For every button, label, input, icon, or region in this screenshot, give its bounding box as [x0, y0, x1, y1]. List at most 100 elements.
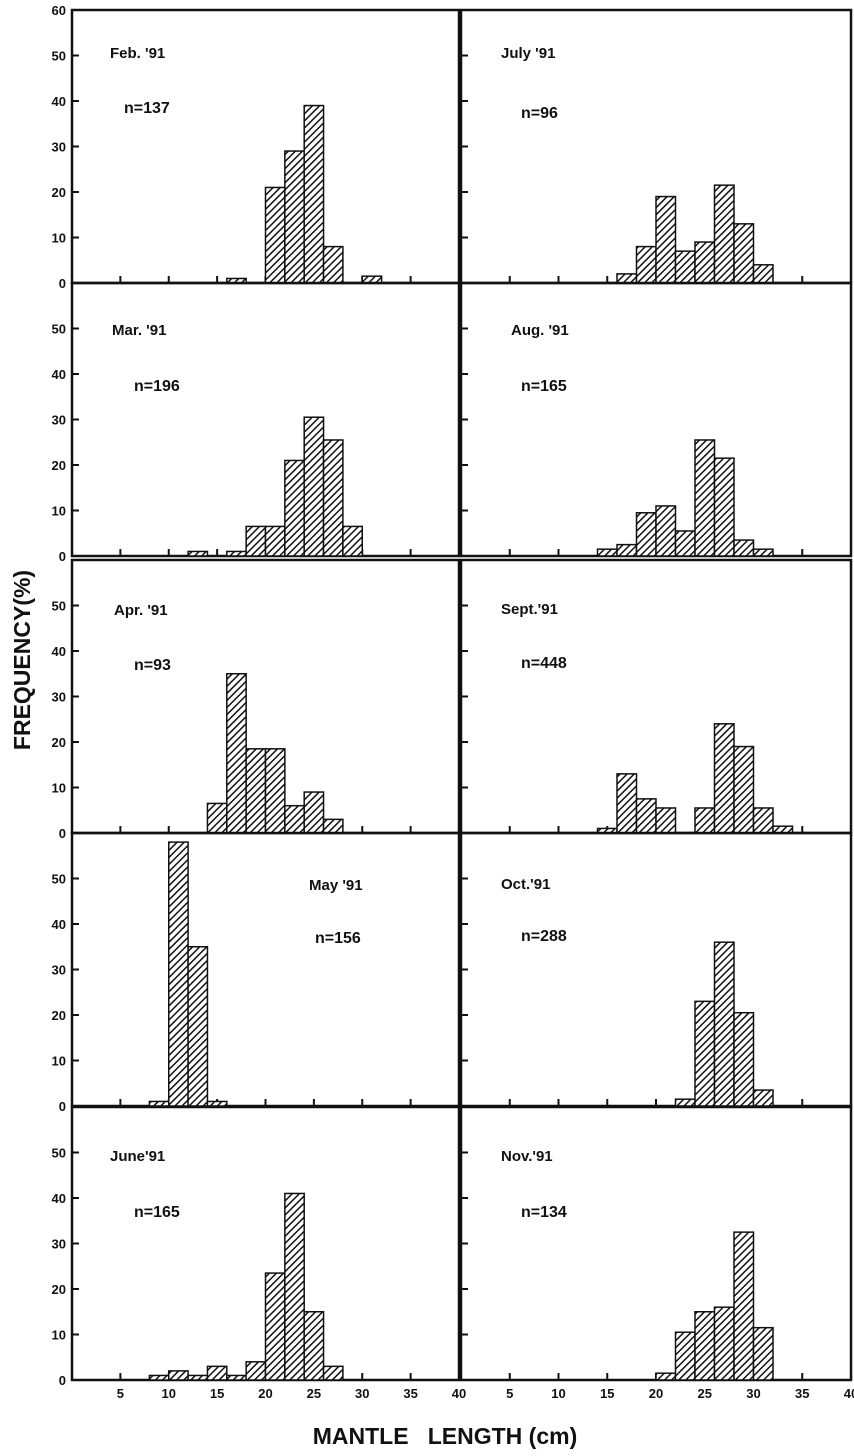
bar: [226, 550, 247, 557]
bar: [694, 241, 716, 284]
panel-left-4: May '91 n=156: [70, 831, 461, 1108]
y-tick-label: 20: [52, 735, 66, 750]
y-tick-label: 50: [52, 322, 66, 337]
bar: [206, 802, 228, 834]
bar: [226, 1374, 247, 1381]
bar: [635, 245, 657, 284]
x-tick-label: 10: [162, 1386, 176, 1401]
bar: [148, 1100, 170, 1107]
y-tick-label: 20: [52, 458, 66, 473]
bar: [264, 186, 286, 284]
y-tick-label: 30: [52, 963, 66, 978]
panel-sample-size: n=137: [124, 100, 170, 117]
panel-left-2: Mar. '91 n=196: [70, 281, 461, 558]
x-tick-label: 15: [210, 1386, 224, 1401]
y-tick-label: 40: [52, 1191, 66, 1206]
panel-sample-size: n=134: [521, 1204, 567, 1221]
y-axis-title: FREQUENCY(%): [9, 570, 35, 750]
panel-frame: [70, 831, 461, 1108]
bar: [713, 1306, 735, 1381]
y-tick-label: 50: [52, 599, 66, 614]
y-tick-label: 30: [52, 413, 66, 428]
histogram-panels: Feb. '91 n=137 Mar. '91 n=196 Apr. '91 n=93 Ma…: [52, 3, 854, 1401]
bar: [635, 512, 657, 557]
panel-title: Feb. '91: [110, 45, 165, 62]
y-tick-label: 50: [52, 1146, 66, 1161]
bar: [655, 807, 677, 834]
bar: [674, 1098, 696, 1107]
bar: [733, 223, 755, 284]
y-tick-label: 20: [52, 1008, 66, 1023]
bar: [264, 748, 286, 834]
bar: [226, 673, 247, 834]
bar: [168, 841, 189, 1107]
bar: [752, 1089, 774, 1107]
y-tick-label: 20: [52, 1282, 66, 1297]
bar: [245, 748, 267, 834]
y-tick-label: 0: [59, 1099, 66, 1114]
y-tick-label: 40: [52, 644, 66, 659]
y-tick-label: 30: [52, 140, 66, 155]
bar: [635, 798, 657, 834]
bar: [303, 104, 325, 284]
bar: [187, 946, 209, 1107]
panel-sample-size: n=288: [521, 928, 567, 945]
x-tick-label: 20: [649, 1386, 663, 1401]
x-tick-label: 40: [452, 1386, 466, 1401]
bar: [674, 530, 696, 557]
panel-title: Sept.'91: [501, 601, 558, 618]
panel-sample-size: n=96: [521, 105, 558, 122]
bar: [674, 250, 696, 284]
x-tick-label: 20: [258, 1386, 272, 1401]
y-tick-label: 40: [52, 367, 66, 382]
y-tick-label: 40: [52, 917, 66, 932]
bar: [694, 1000, 716, 1107]
bar: [284, 459, 305, 557]
panel-sample-size: n=196: [134, 378, 180, 395]
bar: [596, 548, 618, 557]
panel-right-1: July '91 n=96: [459, 8, 853, 285]
panel-title: July '91: [501, 45, 555, 62]
x-tick-label: 5: [506, 1386, 513, 1401]
panel-title: May '91: [309, 877, 363, 894]
panel-sample-size: n=448: [521, 655, 567, 672]
bar: [752, 548, 774, 557]
x-tick-label: 15: [600, 1386, 614, 1401]
bar: [264, 525, 286, 557]
bar: [303, 791, 325, 834]
y-tick-label: 20: [52, 185, 66, 200]
panel-sample-size: n=156: [315, 930, 361, 947]
y-tick-label: 10: [52, 231, 66, 246]
bar: [245, 525, 267, 557]
bar: [733, 745, 755, 834]
panel-left-3: Apr. '91 n=93: [70, 558, 461, 835]
bar: [713, 184, 735, 284]
bar: [674, 1331, 696, 1381]
bar: [322, 818, 344, 834]
panel-title: Apr. '91: [114, 602, 168, 619]
y-tick-label: 50: [52, 872, 66, 887]
bar: [187, 1374, 209, 1381]
bar: [713, 457, 735, 557]
bar: [206, 1365, 228, 1381]
bar: [303, 1311, 325, 1381]
bar: [655, 195, 677, 284]
bar: [322, 245, 344, 284]
y-tick-label: 40: [52, 94, 66, 109]
bar: [616, 773, 638, 834]
panel-title: June'91: [110, 1148, 165, 1165]
bar: [284, 804, 305, 834]
x-tick-label: 35: [403, 1386, 417, 1401]
bar: [206, 1100, 228, 1107]
x-tick-label: 30: [355, 1386, 369, 1401]
x-tick-label: 10: [551, 1386, 565, 1401]
bar: [284, 1192, 305, 1381]
bar: [616, 543, 638, 557]
bar: [713, 941, 735, 1107]
bar: [733, 539, 755, 557]
y-tick-label: 50: [52, 49, 66, 64]
bar: [694, 807, 716, 834]
panel-left-5: June'91 n=165: [70, 1105, 461, 1382]
panel-sample-size: n=93: [134, 657, 171, 674]
bar: [752, 264, 774, 284]
